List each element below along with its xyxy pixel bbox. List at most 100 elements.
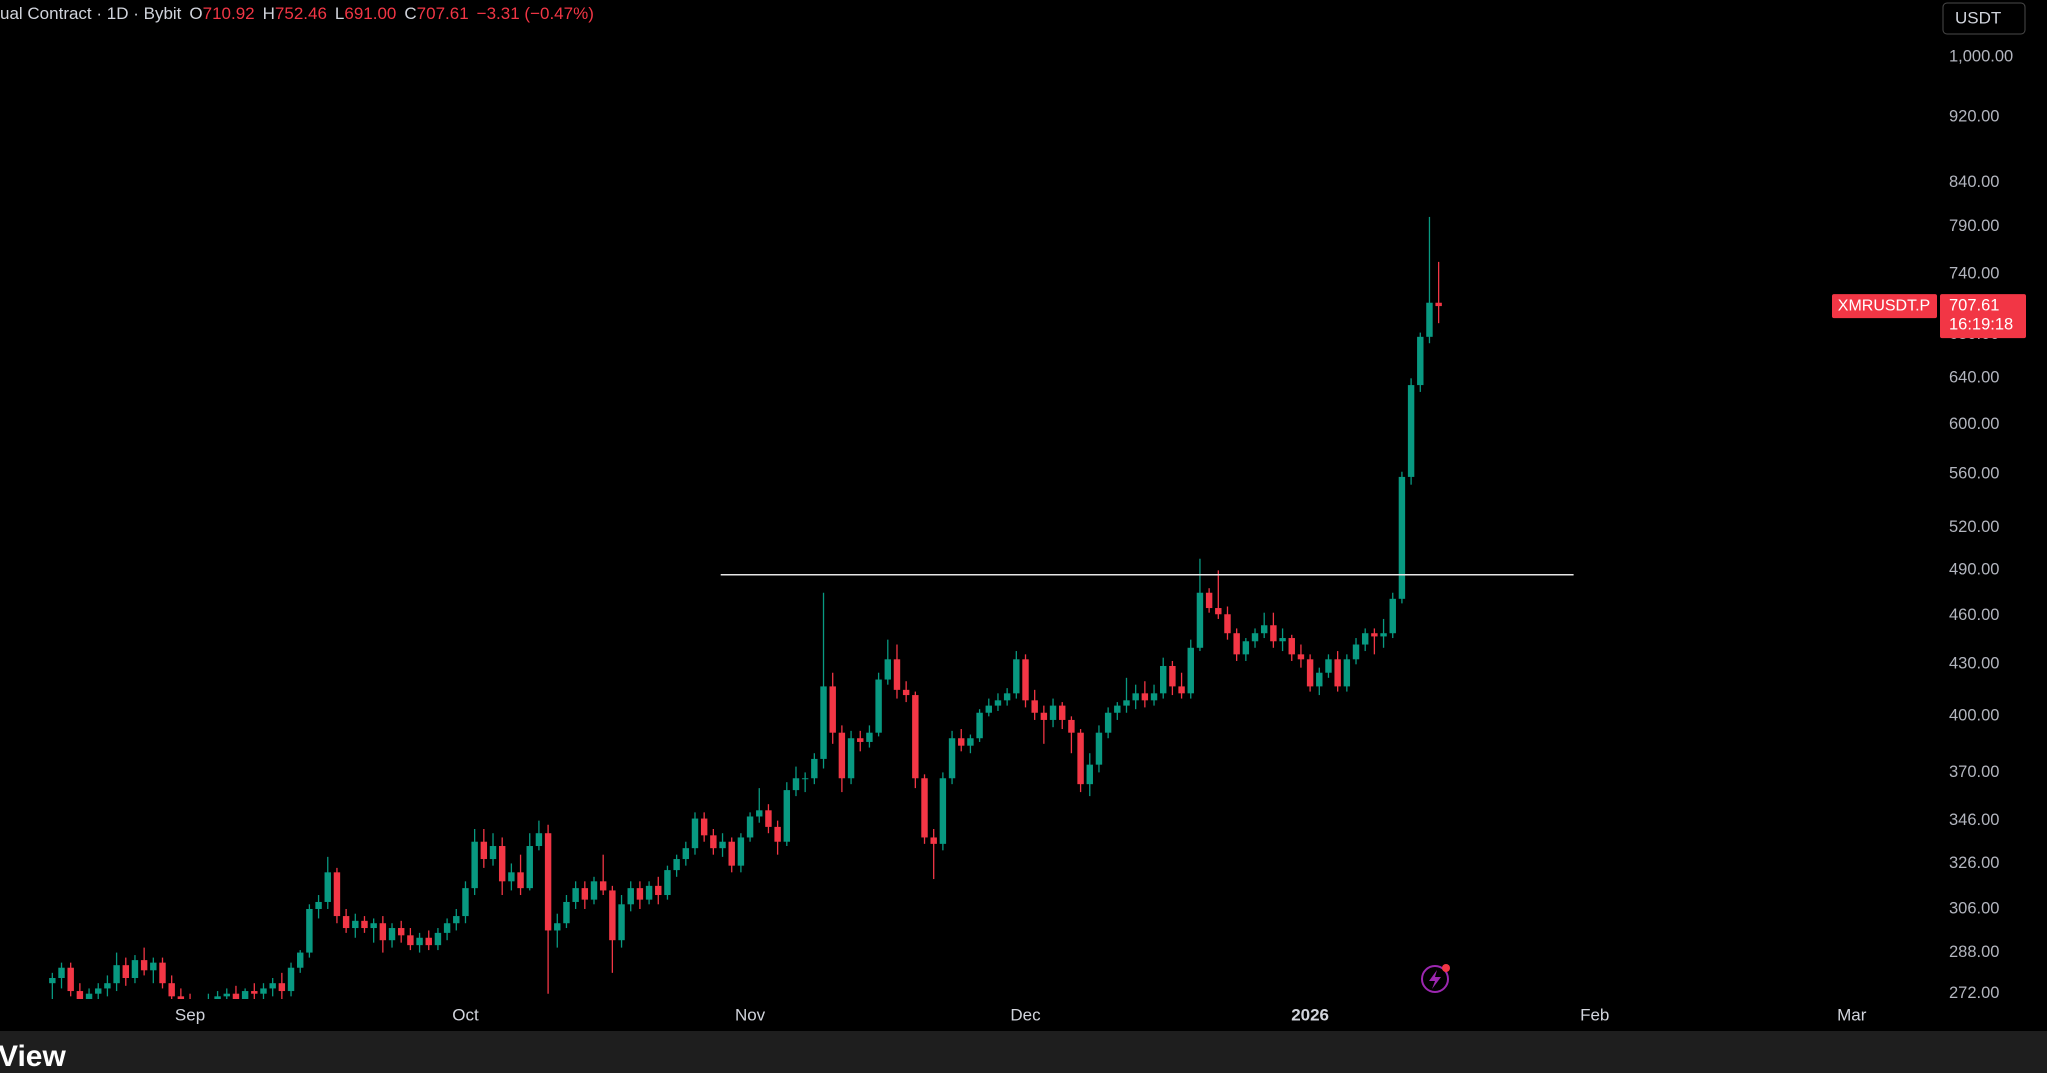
y-tick-label: 920.00 — [1949, 108, 1999, 126]
candle-body — [1426, 302, 1433, 337]
candle-body — [1077, 732, 1084, 785]
candle-body — [1343, 659, 1351, 687]
candle-body — [498, 846, 506, 882]
candle-body — [765, 810, 772, 827]
candle-body — [443, 923, 451, 933]
candle-body — [857, 738, 864, 742]
candle-body — [113, 965, 120, 984]
alert-icon[interactable] — [1421, 964, 1450, 993]
candle-body — [269, 983, 276, 989]
candle-body — [1242, 641, 1250, 655]
candle-body — [462, 888, 469, 917]
candle-body — [1068, 719, 1075, 733]
symbol-badge — [1832, 294, 1937, 319]
candle-body — [1270, 625, 1277, 642]
y-tick-label: 520.00 — [1949, 518, 1999, 536]
candle-body — [1049, 705, 1057, 720]
candle-body — [774, 826, 781, 842]
candle-body — [627, 888, 634, 905]
candle-body — [388, 928, 396, 941]
candle-body — [618, 904, 625, 941]
candle-body — [1022, 659, 1029, 701]
candle-body — [1297, 654, 1305, 660]
candle-body — [1251, 633, 1259, 642]
instrument: ual Contract · 1D · Bybit — [0, 4, 182, 23]
candle-body — [177, 996, 185, 999]
candle-body — [710, 835, 717, 849]
candle-body — [948, 738, 956, 779]
candle-body — [921, 778, 928, 838]
candle-body — [508, 872, 515, 882]
candle-body — [342, 916, 350, 929]
x-tick-label: Feb — [1580, 1005, 1609, 1024]
candle-body — [480, 841, 488, 860]
footer-bar — [0, 1031, 2047, 1073]
ohlc-label: L — [334, 4, 345, 23]
x-tick-label: Dec — [1010, 1005, 1041, 1024]
candle-body — [994, 700, 1002, 706]
y-tick-label: 740.00 — [1949, 264, 1999, 282]
candle-body — [1205, 592, 1213, 609]
y-tick-label: 840.00 — [1949, 173, 1999, 191]
candle-body — [985, 705, 992, 713]
candle-body — [407, 935, 414, 946]
y-tick-label: 400.00 — [1949, 707, 1999, 725]
x-tick-label: Sep — [175, 1005, 205, 1024]
candle-body — [912, 695, 919, 779]
candle-body — [95, 988, 102, 994]
candle-body — [1316, 672, 1323, 687]
candle-body — [287, 967, 295, 992]
candle-body — [728, 841, 735, 866]
candle-body — [1123, 700, 1130, 706]
candle-body — [930, 837, 937, 844]
candle-body — [801, 778, 809, 780]
y-tick-label: 326.00 — [1949, 854, 1999, 872]
candle-body — [370, 923, 377, 929]
y-tick-label: 1,000.00 — [1949, 48, 2013, 66]
candle-body — [838, 732, 846, 779]
ohlc-value: 752.46 — [274, 4, 327, 23]
x-tick-label: Mar — [1837, 1005, 1867, 1024]
candle-body — [664, 870, 671, 896]
candle-body — [260, 988, 267, 994]
y-tick-label: 640.00 — [1949, 369, 1999, 387]
candle-body — [1187, 647, 1194, 694]
candle-body — [783, 790, 791, 842]
candle-body — [737, 837, 745, 866]
candle-body — [526, 846, 533, 889]
header: ual Contract · 1D · Bybit O710.92 H752.46 L… — [0, 4, 602, 24]
y-tick-label: 306.00 — [1949, 899, 1999, 917]
candle-body — [297, 952, 304, 968]
candle-body — [49, 978, 56, 984]
candle-body — [1407, 385, 1415, 477]
countdown-label: 16:19:18 — [1949, 315, 2013, 333]
candle-body — [554, 923, 561, 931]
candle-body — [352, 920, 359, 929]
candle-body — [1380, 633, 1387, 637]
candle-body — [1215, 608, 1222, 615]
symbol-badge-label: XMRUSDT.P — [1838, 297, 1930, 314]
candle-body — [967, 738, 974, 746]
ohlc-value: 691.00 — [344, 4, 397, 23]
candle-body — [1095, 732, 1103, 765]
candle-body — [700, 818, 708, 836]
candle-body — [131, 960, 139, 979]
candle-body — [315, 901, 322, 909]
candle-body — [792, 778, 800, 791]
currency-button[interactable] — [1942, 2, 2026, 35]
candle-body — [866, 732, 873, 742]
ohlc-value: 710.92 — [202, 4, 255, 23]
candle-body — [1013, 659, 1020, 694]
candle-body — [1114, 705, 1121, 713]
candle-body — [1086, 764, 1093, 785]
candle-body — [306, 908, 313, 953]
price-badge-label: 707.61 — [1949, 296, 1999, 314]
candle-body — [682, 848, 690, 860]
candle-body — [958, 738, 965, 746]
y-tick-label: 490.00 — [1949, 561, 1999, 579]
y-tick-label: 346.00 — [1949, 811, 1999, 829]
candle-body — [655, 885, 662, 896]
candle-body — [67, 967, 74, 992]
candle-body — [829, 686, 836, 733]
